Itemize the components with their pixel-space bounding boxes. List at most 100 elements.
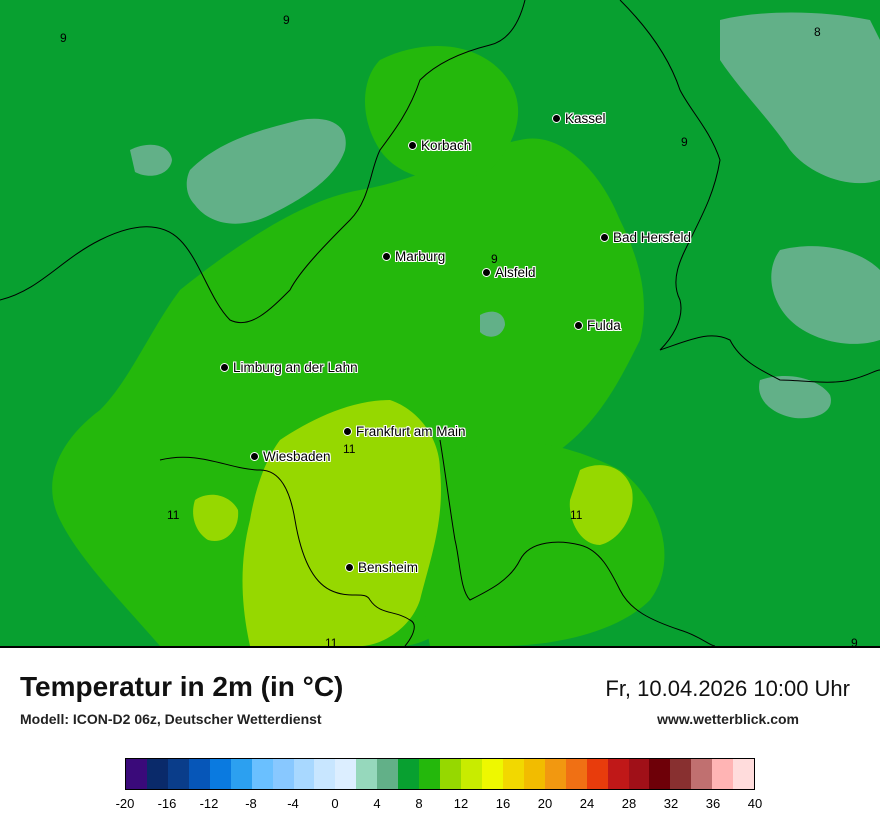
map-field <box>0 0 880 646</box>
city-marker-limburg: Limburg an der Lahn <box>220 360 358 375</box>
cool-zone-fulda <box>480 311 505 337</box>
isoline-label: 9 <box>681 135 688 149</box>
colorbar-ticks: -20 -16 -12 -8 -4 0 4 8 12 16 20 24 28 32 36 40 <box>116 796 763 816</box>
colorbar-swatch <box>544 759 566 789</box>
state-border <box>159 456 415 646</box>
colorbar-tick-label: -20 <box>115 796 135 811</box>
warm-zone-yellow <box>242 400 441 646</box>
colorbar-swatch <box>502 759 524 789</box>
colorbar-swatch <box>565 759 587 789</box>
city-marker-alsfeld: Alsfeld <box>482 265 536 280</box>
cool-zone-east <box>771 246 880 344</box>
colorbar-swatch <box>314 759 336 789</box>
city-marker-marburg: Marburg <box>382 249 445 264</box>
colorbar-swatch <box>398 759 420 789</box>
city-marker-fulda: Fulda <box>574 318 621 333</box>
colorbar-swatch <box>649 759 671 789</box>
colorbar-swatch <box>377 759 399 789</box>
cool-zone-north <box>130 144 172 176</box>
isoline-label: 11 <box>343 442 356 456</box>
colorbar-swatch <box>251 759 273 789</box>
colorbar-swatch <box>126 759 147 789</box>
city-marker-kassel: Kassel <box>552 111 606 126</box>
colorbar-swatch <box>670 759 692 789</box>
colorbar-tick-label: 4 <box>373 796 381 811</box>
cool-zone-southeast <box>759 375 831 419</box>
forecast-datetime: Fr, 10.04.2026 10:00 Uhr <box>605 676 850 701</box>
city-dot <box>552 114 561 123</box>
colorbar-swatch <box>607 759 629 789</box>
state-border <box>619 0 880 383</box>
city-marker-frankfurt: Frankfurt am Main <box>343 424 466 439</box>
city-label: Bensheim <box>358 560 419 575</box>
isoline-label: 8 <box>814 25 821 39</box>
colorbar-swatch <box>293 759 315 789</box>
city-dot <box>250 452 259 461</box>
colorbar-tick-label: 28 <box>621 796 637 811</box>
colorbar-tick-label: -12 <box>199 796 219 811</box>
city-dot <box>574 321 583 330</box>
model-info: Modell: ICON-D2 06z, Deutscher Wetterdie… <box>20 711 322 727</box>
colorbar-tick-label: 36 <box>705 796 721 811</box>
city-label: Korbach <box>421 138 472 153</box>
colorbar-swatch <box>335 759 357 789</box>
colorbar-swatch <box>481 759 503 789</box>
state-border <box>439 439 716 646</box>
city-label: Alsfeld <box>495 265 536 280</box>
colorbar-swatch <box>628 759 650 789</box>
colorbar-tick-label: -8 <box>245 796 257 811</box>
colorbar-swatch <box>440 759 461 789</box>
city-marker-bensheim: Bensheim <box>345 560 418 575</box>
city-label: Frankfurt am Main <box>356 424 466 439</box>
colorbar-swatch <box>146 759 168 789</box>
city-dot <box>345 563 354 572</box>
city-label: Wiesbaden <box>263 449 331 464</box>
colorbar-tick-label: -4 <box>287 796 299 811</box>
colorbar-swatch <box>419 759 441 789</box>
city-dot <box>600 233 609 242</box>
website-link[interactable]: www.wetterblick.com <box>657 711 799 727</box>
city-label: Kassel <box>565 111 606 126</box>
colorbar-tick-label: 24 <box>579 796 595 811</box>
temperature-map: Kassel Korbach Bad Hersfeld Marburg Alsf… <box>0 0 880 648</box>
colorbar-tick-label: 16 <box>495 796 511 811</box>
colorbar-tick-label: 32 <box>663 796 679 811</box>
city-dot <box>408 141 417 150</box>
colorbar-tick-label: 20 <box>537 796 553 811</box>
isoline-label: 11 <box>167 508 180 522</box>
map-title: Temperatur in 2m (in °C) <box>20 671 344 702</box>
isoline-label: 9 <box>283 13 290 27</box>
colorbar-swatch <box>167 759 189 789</box>
colorbar-swatch <box>461 759 482 789</box>
city-dot <box>343 427 352 436</box>
city-dot <box>482 268 491 277</box>
isoline-label: 11 <box>325 636 338 648</box>
city-dot <box>382 252 391 261</box>
colorbar-tick-label: 40 <box>747 796 763 811</box>
colorbar-tick-label: -16 <box>157 796 177 811</box>
state-border <box>0 0 526 324</box>
colorbar-swatch <box>230 759 252 789</box>
colorbar-swatch <box>188 759 210 789</box>
colorbar-swatch <box>272 759 294 789</box>
isoline-label: 9 <box>851 636 858 648</box>
warm-zone-green-north <box>365 46 519 181</box>
warm-zone-yellow-east <box>569 465 633 545</box>
city-label: Limburg an der Lahn <box>233 360 358 375</box>
colorbar-swatch <box>691 759 713 789</box>
colorbar-tick-label: 0 <box>331 796 339 811</box>
city-marker-bad-hersfeld: Bad Hersfeld <box>600 230 691 245</box>
isoline-label: 9 <box>491 252 498 266</box>
cool-zone-northeast <box>720 12 880 184</box>
cool-zone-northwest <box>186 118 346 224</box>
city-label: Fulda <box>587 318 621 333</box>
colorbar-tick-label: 12 <box>453 796 469 811</box>
colorbar-swatch <box>523 759 545 789</box>
city-label: Bad Hersfeld <box>613 230 692 245</box>
city-marker-wiesbaden: Wiesbaden <box>250 449 331 464</box>
colorbar-swatch <box>356 759 378 789</box>
colorbar-swatch <box>733 759 755 789</box>
isoline-label: 9 <box>60 31 67 45</box>
colorbar-swatch <box>209 759 231 789</box>
colorbar-swatch <box>586 759 608 789</box>
